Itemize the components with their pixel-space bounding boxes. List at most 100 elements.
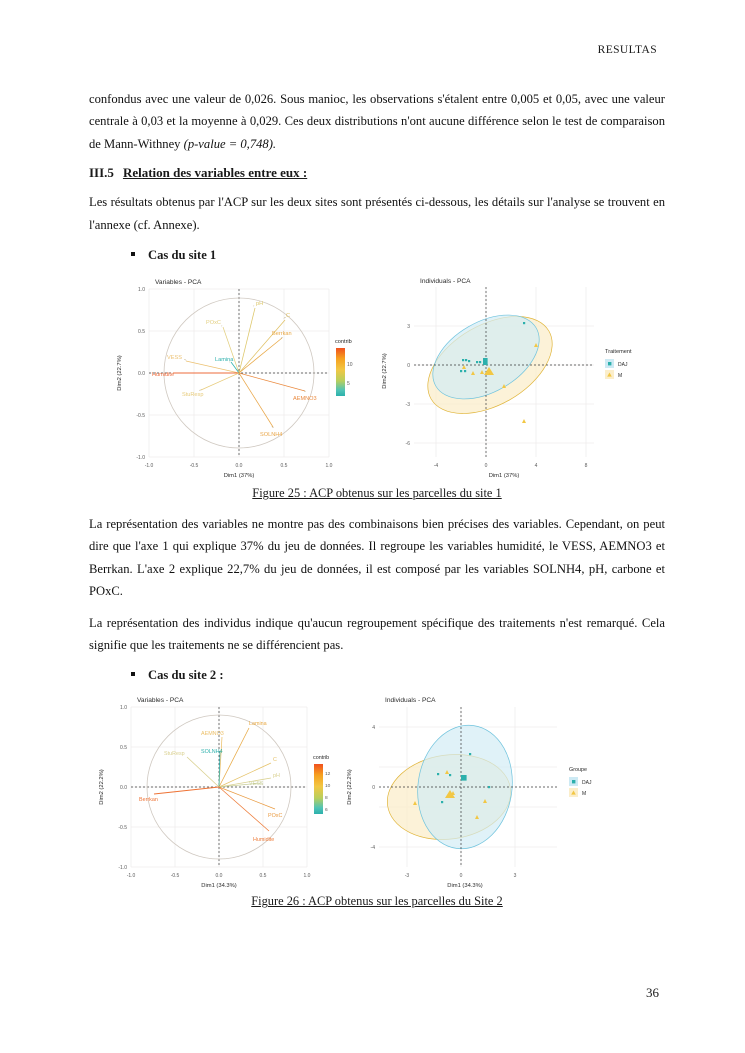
svg-text:-6: -6 xyxy=(406,441,411,447)
paragraph-intro-text: confondus avec une valeur de 0,026. Sous… xyxy=(89,92,665,151)
variable-labels: pH POxC C Berrkan VESS Lamina Humidite S… xyxy=(152,301,317,438)
label-c: C xyxy=(273,757,277,763)
label-berrkan: Berrkan xyxy=(139,797,158,803)
svg-text:1.0: 1.0 xyxy=(120,705,127,711)
bullet-square-icon-2 xyxy=(131,672,135,677)
bullet-site1-label: Cas du site 1 xyxy=(148,248,217,263)
x-axis-ticks: -3 0 3 xyxy=(405,873,517,879)
fig26-individuals-panel: Individuals - PCA xyxy=(337,691,627,892)
running-head: RESULTAS xyxy=(597,44,657,56)
svg-text:0.0: 0.0 xyxy=(216,873,223,879)
paragraph-intro: confondus avec une valeur de 0,026. Sous… xyxy=(89,88,665,155)
fig26-individuals-ylabel: Dim2 (22.2%) xyxy=(347,770,353,806)
svg-text:↙: ↙ xyxy=(199,388,202,392)
svg-text:↖: ↖ xyxy=(184,358,187,362)
contrib-tick-8: 8 xyxy=(325,795,328,801)
svg-text:0.5: 0.5 xyxy=(260,873,267,879)
fig25-variables-title: Variables - PCA xyxy=(155,279,202,286)
y-axis-ticks: -4 0 4 xyxy=(371,725,376,851)
svg-text:8: 8 xyxy=(585,463,588,469)
fig26-variables-ylabel: Dim2 (22.2%) xyxy=(99,770,105,806)
figure-25-caption: Figure 25 : ACP obtenus sur les parcelle… xyxy=(252,486,502,501)
label-aemno3: AEMNO3 xyxy=(201,731,224,737)
fig25-individuals-svg: Individuals - PCA xyxy=(382,278,632,479)
fig25-variables-svg: Variables - PCA xyxy=(117,279,353,479)
svg-text:-1.0: -1.0 xyxy=(145,463,154,469)
label-ph: pH xyxy=(256,301,263,307)
svg-text:↗: ↗ xyxy=(283,316,286,320)
legend-label-m-2: M xyxy=(582,791,586,797)
svg-text:↑: ↑ xyxy=(221,324,223,328)
svg-text:0.0: 0.0 xyxy=(138,371,145,377)
centroid-m xyxy=(445,790,455,799)
variable-labels: Lamina AEMNO3 SOLNH4 StuResp C pH VESS B… xyxy=(139,721,282,843)
fig25-individuals-panel: Individuals - PCA xyxy=(372,271,665,482)
svg-text:0.5: 0.5 xyxy=(281,463,288,469)
fig26-variables-panel: Variables - PCA xyxy=(89,691,341,892)
contrib-colorbar-legend: contrib 10 5 xyxy=(335,339,353,397)
centroid-daj xyxy=(461,775,467,782)
svg-text:-1.0: -1.0 xyxy=(118,865,127,871)
figure-26-caption: Figure 26 : ACP obtenus sur les parcelle… xyxy=(251,894,503,909)
x-axis-ticks: -4 0 4 8 xyxy=(434,463,588,469)
bullet-site2-label: Cas du site 2 : xyxy=(148,668,224,683)
svg-text:3: 3 xyxy=(407,324,410,330)
fig26-individuals-title: Individuals - PCA xyxy=(385,697,436,704)
y-axis-ticks: -1.0 -0.5 0.0 0.5 1.0 xyxy=(118,705,127,871)
legend-label-daj: DAJ xyxy=(618,362,628,368)
label-ph: pH xyxy=(273,773,280,779)
svg-text:0.0: 0.0 xyxy=(120,785,127,791)
centroid-m xyxy=(484,367,494,376)
svg-text:-4: -4 xyxy=(371,845,376,851)
contrib-legend-title-2: contrib xyxy=(313,755,329,761)
svg-text:-1.0: -1.0 xyxy=(136,455,145,461)
svg-text:-1.0: -1.0 xyxy=(127,873,136,879)
figure-26: Variables - PCA xyxy=(89,691,665,892)
svg-text:↘: ↘ xyxy=(303,389,306,393)
fig25-individuals-ylabel: Dim2 (22.7%) xyxy=(382,353,388,389)
label-vess: VESS xyxy=(167,355,182,361)
contrib-colorbar-legend: contrib 12 10 8 6 xyxy=(313,755,331,815)
contrib-tick-10: 10 xyxy=(325,783,331,789)
contrib-legend-title: contrib xyxy=(335,339,352,345)
groupe-legend: Groupe DAJ M xyxy=(569,767,592,798)
label-aemno3: AEMNO3 xyxy=(293,396,317,402)
fig26-individuals-xlabel: Dim1 (34.3%) xyxy=(447,883,483,889)
label-solnh4: SOLNH4 xyxy=(201,749,223,755)
svg-text:1.0: 1.0 xyxy=(326,463,333,469)
svg-text:1.0: 1.0 xyxy=(304,873,311,879)
svg-text:-3: -3 xyxy=(405,873,410,879)
svg-text:0: 0 xyxy=(485,463,488,469)
svg-text:↑: ↑ xyxy=(253,304,255,308)
label-solnh4: SOLNH4 xyxy=(260,432,282,438)
svg-text:-0.5: -0.5 xyxy=(118,825,127,831)
paragraph-acp-intro: Les résultats obtenus par l'ACP sur les … xyxy=(89,195,665,232)
legend-label-daj-2: DAJ xyxy=(582,780,592,786)
legend-title-traitement: Traitement xyxy=(605,349,632,355)
svg-text:-0.5: -0.5 xyxy=(171,873,180,879)
svg-text:↑: ↑ xyxy=(229,360,231,364)
label-sturesp: StuResp xyxy=(164,751,185,757)
svg-text:-0.5: -0.5 xyxy=(190,463,199,469)
label-berrkan: Berrkan xyxy=(272,331,292,337)
points-m xyxy=(462,343,538,424)
label-sturesp: StuResp xyxy=(182,392,203,398)
variable-arrows xyxy=(173,307,306,428)
svg-text:0.5: 0.5 xyxy=(138,329,145,335)
svg-text:-4: -4 xyxy=(434,463,439,469)
contrib-tick-10: 10 xyxy=(347,362,353,368)
svg-text:-0.5: -0.5 xyxy=(136,413,145,419)
svg-text:0: 0 xyxy=(372,785,375,791)
svg-text:0.0: 0.0 xyxy=(236,463,243,469)
section-number: III.5 xyxy=(89,165,114,181)
page-number: 36 xyxy=(646,985,659,1000)
svg-text:↗: ↗ xyxy=(280,336,283,340)
label-vess: VESS xyxy=(249,781,264,787)
x-axis-ticks: -1.0 -0.5 0.0 0.5 1.0 xyxy=(145,463,333,469)
label-humidite: Humidite xyxy=(152,372,174,378)
paragraph-variables: La représentation des variables ne montr… xyxy=(89,517,665,599)
axis-dashed-lines xyxy=(379,707,557,868)
svg-text:1.0: 1.0 xyxy=(138,287,145,293)
bullet-site2: Cas du site 2 : xyxy=(89,668,665,683)
